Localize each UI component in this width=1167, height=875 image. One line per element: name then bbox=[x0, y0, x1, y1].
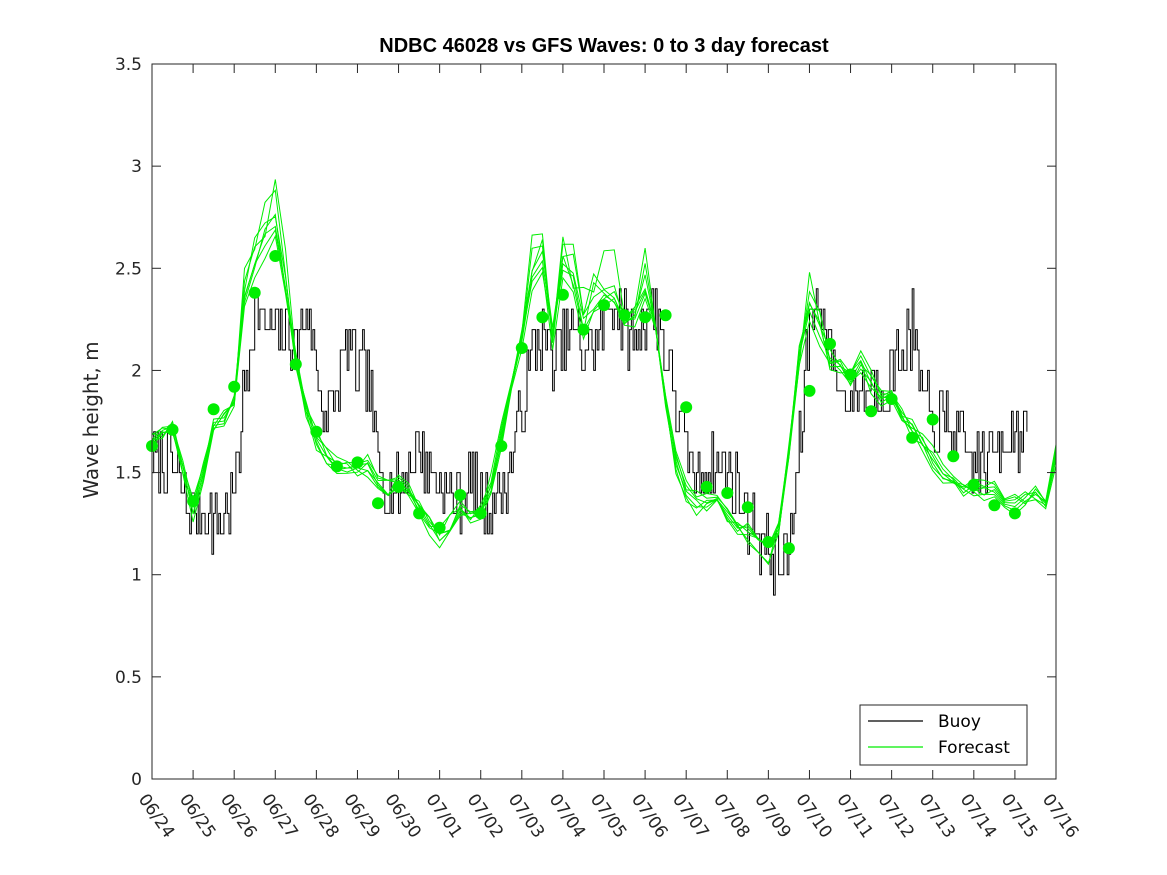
chart-title: NDBC 46028 vs GFS Waves: 0 to 3 day fore… bbox=[379, 35, 829, 57]
forecast-point bbox=[926, 413, 939, 426]
forecast-point bbox=[967, 478, 980, 491]
forecast-point bbox=[906, 431, 919, 444]
legend-forecast-label: Forecast bbox=[938, 738, 1010, 758]
forecast-point bbox=[433, 521, 446, 534]
forecast-point bbox=[618, 309, 631, 322]
forecast-point bbox=[310, 425, 323, 438]
forecast-point bbox=[762, 536, 775, 548]
forecast-point bbox=[454, 489, 467, 501]
forecast-point bbox=[556, 288, 569, 301]
forecast-point bbox=[351, 456, 364, 469]
forecast-point bbox=[330, 460, 343, 473]
legend-box bbox=[859, 704, 1028, 766]
forecast-point bbox=[228, 380, 241, 393]
forecast-point bbox=[721, 487, 734, 499]
forecast-point bbox=[536, 311, 549, 324]
forecast-point bbox=[782, 542, 795, 555]
buoy-series-line bbox=[152, 288, 1028, 596]
forecast-point bbox=[392, 480, 405, 493]
legend: Buoy Forecast bbox=[859, 704, 1028, 766]
forecast-point bbox=[598, 299, 610, 312]
forecast-point bbox=[741, 501, 754, 514]
y-axis-label: Wave height, m bbox=[79, 341, 103, 498]
forecast-series-line bbox=[151, 225, 1057, 549]
forecast-point bbox=[680, 401, 693, 414]
forecast-point bbox=[166, 423, 179, 436]
forecast-point bbox=[700, 480, 713, 493]
forecast-point bbox=[639, 311, 652, 324]
forecast-point bbox=[207, 403, 220, 416]
y-tick-label: 1 bbox=[131, 566, 142, 586]
y-tick-label: 2.5 bbox=[115, 259, 142, 279]
forecast-point bbox=[824, 337, 836, 350]
forecast-point bbox=[885, 393, 898, 405]
plot-area bbox=[146, 179, 1057, 596]
forecast-point bbox=[844, 368, 857, 381]
forecast-point bbox=[289, 358, 302, 371]
forecast-point bbox=[988, 499, 1001, 512]
forecast-point bbox=[515, 342, 528, 354]
forecast-point bbox=[803, 384, 816, 397]
y-tick-label: 0.5 bbox=[115, 668, 142, 688]
forecast-point bbox=[269, 250, 282, 262]
forecast-point bbox=[865, 405, 878, 418]
legend-buoy-label: Buoy bbox=[938, 712, 981, 732]
forecast-point bbox=[413, 507, 426, 520]
forecast-point bbox=[659, 309, 672, 322]
forecast-point bbox=[577, 323, 590, 336]
y-tick-label: 3.5 bbox=[115, 55, 142, 75]
y-tick-label: 3 bbox=[131, 157, 142, 177]
forecast-point bbox=[372, 497, 384, 510]
forecast-point bbox=[474, 507, 487, 520]
forecast-point bbox=[947, 450, 960, 463]
forecast-point bbox=[1008, 507, 1021, 520]
y-tick-label: 2 bbox=[131, 361, 142, 381]
forecast-point bbox=[187, 495, 200, 508]
forecast-point bbox=[248, 286, 261, 299]
y-tick-label: 0 bbox=[131, 770, 142, 790]
y-tick-label: 1.5 bbox=[115, 464, 142, 484]
forecast-point bbox=[495, 440, 508, 452]
